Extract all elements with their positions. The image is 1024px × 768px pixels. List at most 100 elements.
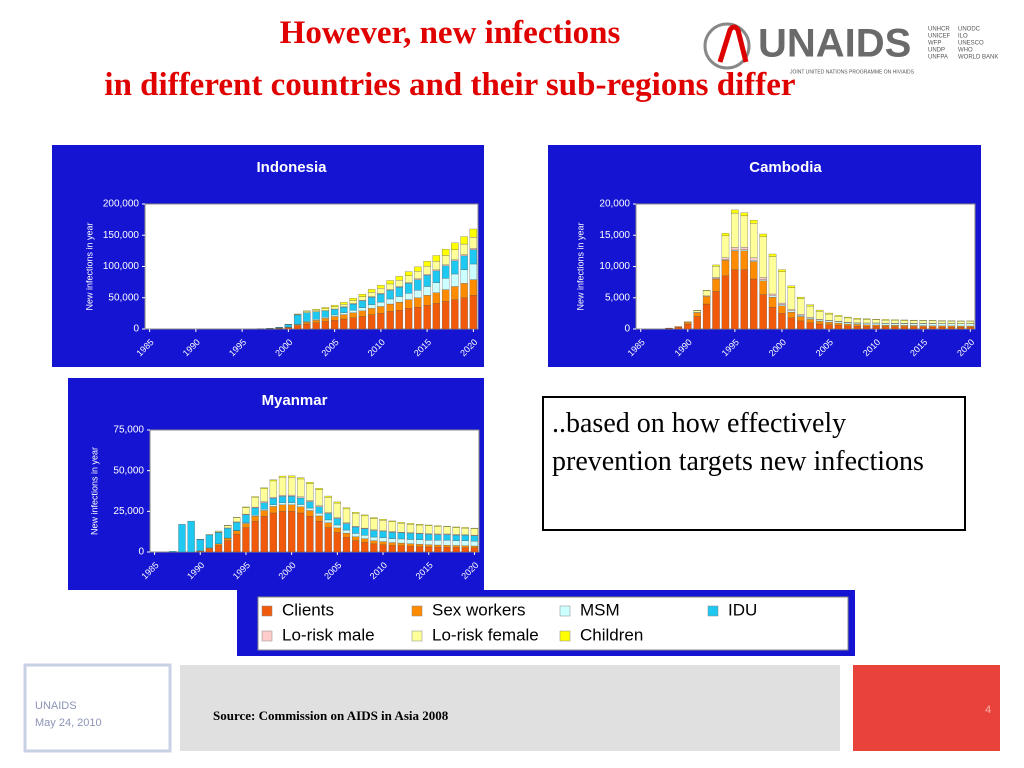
bar-segment (415, 539, 424, 545)
bar-segment (333, 518, 341, 526)
bar-segment (451, 242, 459, 250)
bar-segment (342, 508, 351, 523)
bar-segment (712, 291, 720, 330)
bar-segment (740, 246, 749, 250)
bar-segment (768, 256, 777, 295)
bar-segment (406, 533, 415, 540)
bar-segment (684, 321, 692, 325)
bar-segment (797, 298, 805, 315)
bar-segment (406, 539, 415, 544)
bar-segment (406, 543, 415, 547)
bar-segment (768, 293, 777, 297)
bar-segment (414, 266, 422, 272)
bar-segment (404, 299, 413, 309)
bar-segment (395, 286, 404, 297)
bar-segment (395, 296, 404, 303)
bar-segment (415, 544, 424, 547)
bar-segment (461, 547, 469, 553)
y-tick-label: 0 (133, 324, 139, 335)
bar-segment (297, 504, 305, 507)
bar-segment (778, 271, 786, 304)
bar-segment (712, 264, 720, 267)
bar-segment (749, 278, 758, 330)
bar-segment (470, 545, 479, 548)
bar-segment (321, 310, 330, 318)
bar-segment (404, 293, 413, 300)
bar-segment (862, 324, 871, 327)
bar-segment (451, 259, 459, 262)
legend-label: Lo-risk female (432, 625, 539, 644)
bar-segment (844, 322, 852, 325)
bar-segment (759, 279, 767, 282)
bar-segment (404, 308, 413, 330)
legend-swatch (261, 630, 273, 642)
bar-segment (432, 292, 441, 304)
cosponsor: UNHCR (928, 27, 950, 33)
bar-segment (404, 283, 413, 294)
bar-segment (693, 310, 701, 313)
bar-segment (806, 322, 814, 330)
bar-segment (759, 280, 767, 295)
bar-segment (269, 512, 277, 553)
bar-segment (452, 540, 460, 546)
bar-segment (469, 295, 478, 330)
bar-segment (947, 325, 956, 328)
footer-org: UNAIDS (35, 700, 77, 712)
bar-segment (312, 322, 320, 330)
bar-segment (367, 304, 376, 309)
bar-segment (957, 321, 965, 324)
bar-segment (395, 279, 404, 287)
bar-segment (377, 306, 385, 314)
bar-segment (853, 323, 862, 325)
bar-segment (749, 257, 758, 261)
bar-segment (721, 260, 730, 277)
bar-segment (312, 320, 320, 323)
bar-segment (315, 488, 323, 490)
bar-segment (853, 326, 862, 330)
bar-segment (242, 507, 250, 515)
footer-left (23, 663, 172, 753)
bar-segment (224, 538, 232, 541)
note: ..based on how effectively prevention ta… (552, 408, 924, 477)
bar-segment (370, 540, 378, 545)
bar-segment (469, 236, 478, 249)
bar-segment (881, 324, 890, 327)
bar-segment (349, 312, 357, 318)
bar-segment (312, 309, 320, 312)
bar-segment (434, 526, 442, 535)
bar-segment (674, 326, 683, 330)
bar-segment (702, 290, 711, 292)
bar-segment (443, 525, 451, 527)
bar-segment (919, 320, 927, 322)
bar-segment (414, 297, 422, 308)
bar-segment (443, 540, 451, 546)
bar-segment (432, 270, 441, 283)
bar-segment (891, 319, 899, 321)
bar-segment (919, 320, 927, 324)
bar-segment (928, 323, 937, 326)
bar-segment (778, 304, 786, 307)
bar-segment (441, 265, 450, 279)
bar-segment (797, 315, 805, 317)
bar-segment (288, 475, 296, 478)
bar-segment (288, 477, 296, 496)
bar-segment (470, 535, 479, 542)
plot-area (149, 429, 480, 553)
logo-text: UNAIDS (758, 22, 911, 66)
bar-segment (397, 542, 405, 546)
bar-segment (214, 545, 223, 553)
bar-segment (379, 544, 387, 553)
bar-segment (288, 494, 296, 497)
bar-segment (881, 319, 890, 324)
bar-segment (768, 306, 777, 330)
slide-title: in different countries and their sub-reg… (104, 67, 796, 103)
bar-segment (460, 254, 468, 257)
legend-swatch (707, 605, 719, 617)
bar-segment (333, 501, 341, 504)
bar-segment (460, 283, 468, 298)
bar-segment (415, 524, 424, 526)
bar-segment (844, 317, 852, 323)
bar-segment (297, 506, 305, 514)
bar-segment (441, 301, 450, 330)
